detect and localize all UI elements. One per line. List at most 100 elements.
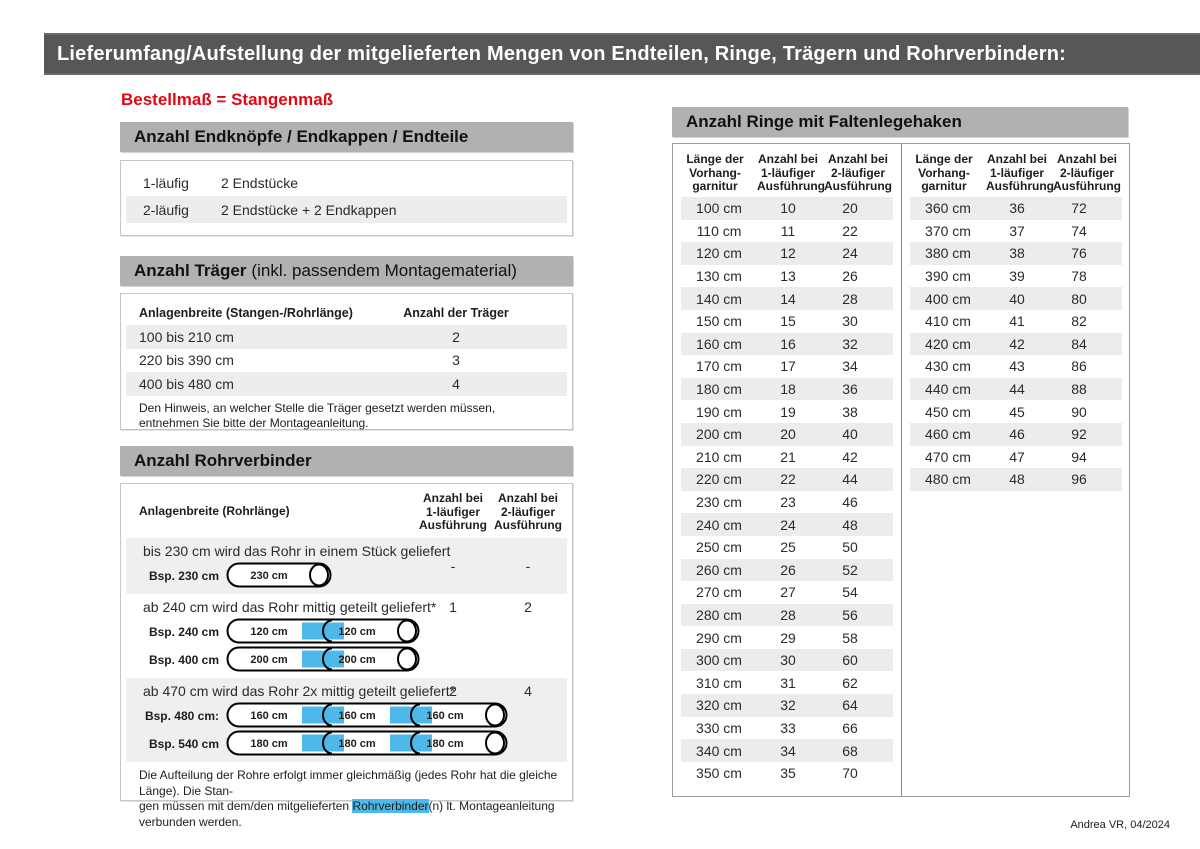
- rod-example-row: Bsp. 480 cm: 160 cm 160 cm 160 cm: [126, 702, 567, 730]
- svg-text:180 cm: 180 cm: [338, 738, 376, 750]
- cell-length: 160 cm: [696, 335, 742, 352]
- cell-length: 460 cm: [925, 426, 971, 443]
- cell-rings-2run: 72: [1071, 200, 1087, 217]
- cell-run-type: 1-läufig: [143, 174, 189, 191]
- table-row: 2-läufig 2 Endstücke + 2 Endkappen: [126, 196, 567, 223]
- cell-count-1run: -: [450, 558, 456, 574]
- cell-endpieces: 2 Endstücke: [221, 174, 299, 191]
- cell-length: 230 cm: [696, 494, 742, 511]
- cell-rings-1run: 37: [1009, 222, 1025, 239]
- cell-rings-1run: 16: [780, 335, 796, 352]
- cell-count-2run: 2: [524, 599, 532, 615]
- cell-rings-1run: 35: [780, 765, 796, 782]
- table-row: 290 cm 29 58: [681, 626, 893, 649]
- cell-rings-2run: 58: [842, 629, 858, 646]
- table-row: 330 cm 33 66: [681, 717, 893, 740]
- cell-rings-1run: 45: [1009, 403, 1025, 420]
- svg-text:200 cm: 200 cm: [250, 654, 288, 666]
- cell-rings-2run: 60: [842, 652, 858, 669]
- cell-rings-1run: 46: [1009, 426, 1025, 443]
- cell-rings-1run: 25: [780, 539, 796, 556]
- endpieces-table: 1-läufig 2 Endstücke 2-läufig 2 Endstücke +…: [120, 160, 573, 236]
- cell-rings-2run: 64: [842, 697, 858, 714]
- cell-rings-1run: 10: [780, 200, 796, 217]
- rod-example-row: Bsp. 240 cm 120 cm 120 cm: [126, 618, 567, 646]
- cell-rings-1run: 41: [1009, 313, 1025, 330]
- table-row: 300 cm 30 60: [681, 648, 893, 672]
- table-row: 150 cm 15 30: [681, 310, 893, 333]
- cell-length: 200 cm: [696, 426, 742, 443]
- cell-length: 450 cm: [925, 403, 971, 420]
- cell-rings-1run: 27: [780, 584, 796, 601]
- table-row: 450 cm 45 90: [910, 400, 1122, 423]
- cell-length: 360 cm: [925, 200, 971, 217]
- cell-run-type: 2-läufig: [143, 201, 189, 218]
- cell-rings-2run: 46: [842, 494, 858, 511]
- rod-example-label: Bsp. 240 cm: [148, 625, 219, 639]
- traeger-col-count: Anzahl der Träger: [403, 306, 509, 320]
- cell-rings-1run: 42: [1009, 335, 1025, 352]
- cell-rings-2run: 38: [842, 403, 858, 420]
- cell-rings-2run: 74: [1071, 222, 1087, 239]
- rod-example-label: Bsp. 400 cm: [148, 653, 219, 667]
- traeger-col-width: Anlagenbreite (Stangen-/Rohrlänge): [139, 306, 353, 320]
- cell-count-1run: 2: [449, 683, 457, 699]
- cell-count-2run: -: [525, 558, 531, 574]
- svg-text:230 cm: 230 cm: [250, 570, 288, 582]
- rohrverbinder-col-2run: Anzahl bei 2-läufiger Ausführung: [494, 491, 562, 532]
- cell-rings-2run: 50: [842, 539, 858, 556]
- cell-endpieces: 2 Endstücke + 2 Endkappen: [221, 201, 397, 218]
- cell-rings-1run: 48: [1009, 471, 1025, 488]
- rod-diagram: 200 cm 200 cm: [226, 646, 420, 671]
- cell-rings-1run: 29: [780, 629, 796, 646]
- cell-length: 190 cm: [696, 403, 742, 420]
- cell-rings-1run: 43: [1009, 358, 1025, 375]
- rings-table-divider: [901, 144, 902, 796]
- rings-table-header: Länge der Vorhang-garnitur Anzahl bei 1-läu…: [902, 144, 1130, 197]
- cell-rings-1run: 31: [780, 674, 796, 691]
- table-row: 430 cm 43 86: [910, 355, 1122, 378]
- table-row: bis 230 cm wird das Rohr in einem Stück …: [126, 538, 567, 594]
- cell-length: 390 cm: [925, 268, 971, 285]
- cell-rings-2run: 52: [842, 561, 858, 578]
- table-row: 410 cm 41 82: [910, 310, 1122, 333]
- traeger-table: Anlagenbreite (Stangen-/Rohrlänge) Anzah…: [120, 293, 573, 430]
- svg-text:160 cm: 160 cm: [338, 710, 376, 722]
- svg-text:160 cm: 160 cm: [426, 710, 464, 722]
- traeger-note: Den Hinweis, an welcher Stelle die Träge…: [139, 400, 496, 430]
- table-row: 280 cm 28 56: [681, 603, 893, 627]
- traeger-table-header: Anlagenbreite (Stangen-/Rohrlänge) Anzah…: [126, 301, 567, 325]
- cell-length: 250 cm: [696, 539, 742, 556]
- cell-count-1run: 1: [449, 599, 457, 615]
- cell-rings-2run: 22: [842, 222, 858, 239]
- cell-rings-2run: 26: [842, 268, 858, 285]
- rings-table: Länge der Vorhang-garnitur Anzahl bei 1-läu…: [672, 143, 1130, 797]
- cell-rings-2run: 44: [842, 471, 858, 488]
- cell-rings-1run: 20: [780, 426, 796, 443]
- section-title-traeger-suffix: (inkl. passendem Montagematerial): [251, 261, 517, 280]
- rod-example-row: Bsp. 230 cm 230 cm: [126, 562, 567, 590]
- rings-col-header: Anzahl bei 1-läufiger Ausführung: [757, 152, 825, 193]
- cell-length: 170 cm: [696, 358, 742, 375]
- cell-rings-2run: 76: [1071, 245, 1087, 262]
- cell-rings-1run: 12: [780, 245, 796, 262]
- cell-length: 410 cm: [925, 313, 971, 330]
- cell-rings-1run: 39: [1009, 268, 1025, 285]
- cell-rings-2run: 68: [842, 742, 858, 759]
- table-row: 130 cm 13 26: [681, 265, 893, 288]
- cell-length: 110 cm: [696, 222, 742, 239]
- cell-length: 400 cm: [925, 290, 971, 307]
- cell-rule-text: bis 230 cm wird das Rohr in einem Stück …: [143, 543, 451, 559]
- cell-length: 470 cm: [925, 448, 971, 465]
- cell-length: 340 cm: [696, 742, 742, 759]
- table-row: 220 bis 390 cm 3: [126, 349, 567, 373]
- table-row: 230 cm 23 46: [681, 491, 893, 514]
- section-header-endpieces: Anzahl Endknöpfe / Endkappen / Endteile: [120, 122, 573, 152]
- rod-example-label: Bsp. 540 cm: [148, 737, 219, 751]
- footnote-highlight: Rohrverbinder: [352, 799, 429, 813]
- cell-rule-text: ab 240 cm wird das Rohr mittig geteilt g…: [143, 599, 437, 615]
- table-row: 110 cm 11 22: [681, 220, 893, 243]
- cell-length: 100 cm: [696, 200, 742, 217]
- table-row: 140 cm 14 28: [681, 287, 893, 310]
- cell-width-range: 220 bis 390 cm: [139, 352, 234, 369]
